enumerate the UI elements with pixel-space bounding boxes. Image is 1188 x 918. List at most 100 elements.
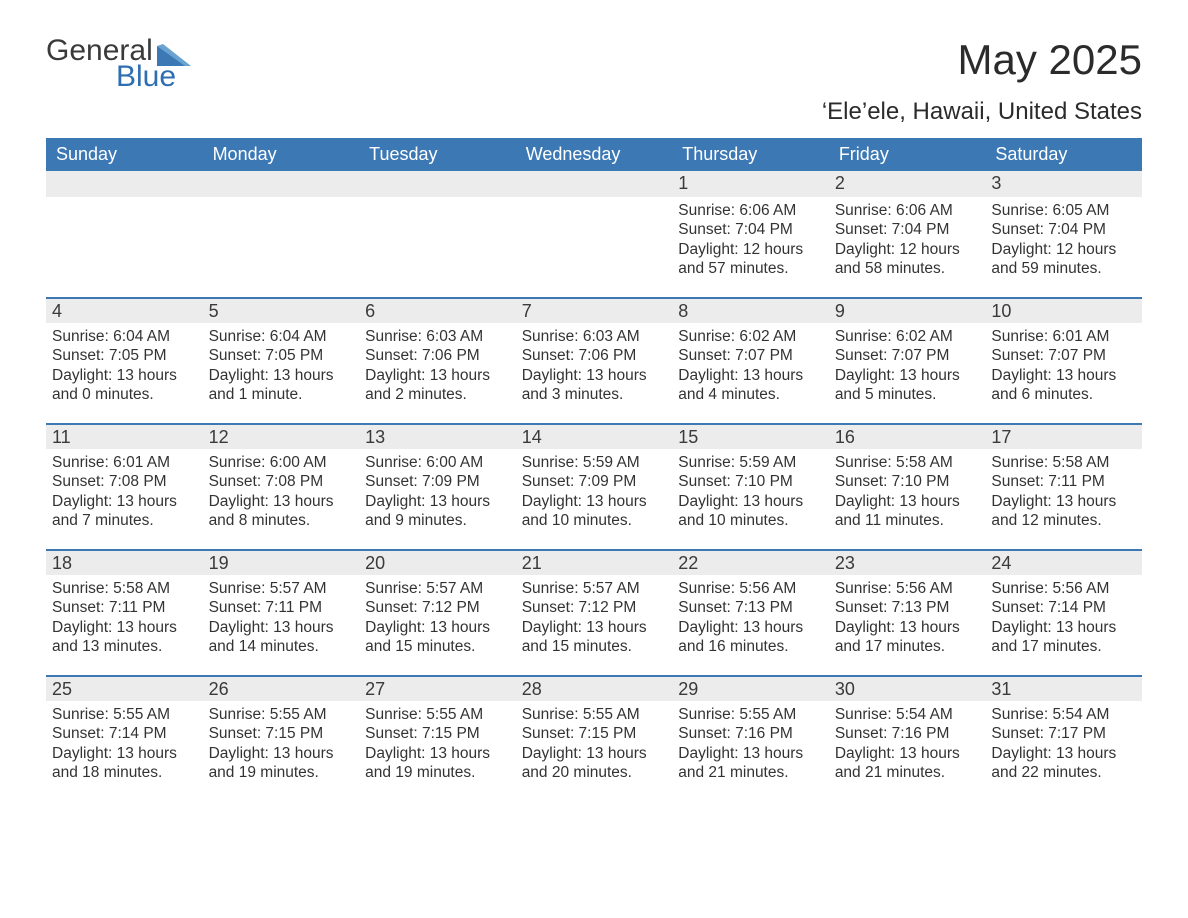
- calendar-week-row: 11Sunrise: 6:01 AMSunset: 7:08 PMDayligh…: [46, 423, 1142, 549]
- sunrise-label: Sunrise: 5:54 AM: [991, 705, 1136, 724]
- daylight2-label: and 11 minutes.: [835, 511, 980, 530]
- day-number: 12: [203, 423, 360, 449]
- sunset-label: Sunset: 7:07 PM: [991, 346, 1136, 365]
- sunset-label: Sunset: 7:07 PM: [835, 346, 980, 365]
- day-number: 6: [359, 297, 516, 323]
- day-number: 1: [672, 171, 829, 197]
- daylight2-label: and 7 minutes.: [52, 511, 197, 530]
- daylight2-label: and 1 minute.: [209, 385, 354, 404]
- calendar-cell: 30Sunrise: 5:54 AMSunset: 7:16 PMDayligh…: [829, 675, 986, 801]
- sunset-label: Sunset: 7:06 PM: [522, 346, 667, 365]
- daylight2-label: and 19 minutes.: [365, 763, 510, 782]
- daylight2-label: and 9 minutes.: [365, 511, 510, 530]
- daylight1-label: Daylight: 13 hours: [365, 618, 510, 637]
- daylight2-label: and 17 minutes.: [991, 637, 1136, 656]
- day-details: Sunrise: 5:58 AMSunset: 7:11 PMDaylight:…: [46, 575, 203, 657]
- day-details: Sunrise: 5:56 AMSunset: 7:14 PMDaylight:…: [985, 575, 1142, 657]
- calendar-cell: 24Sunrise: 5:56 AMSunset: 7:14 PMDayligh…: [985, 549, 1142, 675]
- day-details: Sunrise: 5:57 AMSunset: 7:12 PMDaylight:…: [359, 575, 516, 657]
- col-tuesday: Tuesday: [359, 138, 516, 171]
- calendar-cell: 7Sunrise: 6:03 AMSunset: 7:06 PMDaylight…: [516, 297, 673, 423]
- location-label: ‘Ele’ele, Hawaii, United States: [822, 98, 1142, 126]
- daylight1-label: Daylight: 13 hours: [522, 744, 667, 763]
- calendar-cell: 20Sunrise: 5:57 AMSunset: 7:12 PMDayligh…: [359, 549, 516, 675]
- daylight1-label: Daylight: 13 hours: [678, 366, 823, 385]
- daylight2-label: and 10 minutes.: [522, 511, 667, 530]
- sunset-label: Sunset: 7:13 PM: [678, 598, 823, 617]
- sunrise-label: Sunrise: 6:00 AM: [365, 453, 510, 472]
- sunset-label: Sunset: 7:08 PM: [209, 472, 354, 491]
- header: General Blue May 2025 ‘Ele’ele, Hawaii, …: [46, 36, 1142, 126]
- sunrise-label: Sunrise: 5:56 AM: [678, 579, 823, 598]
- daylight1-label: Daylight: 13 hours: [209, 366, 354, 385]
- day-number: 20: [359, 549, 516, 575]
- sunrise-label: Sunrise: 6:00 AM: [209, 453, 354, 472]
- daylight1-label: Daylight: 13 hours: [209, 744, 354, 763]
- calendar-cell: 1Sunrise: 6:06 AMSunset: 7:04 PMDaylight…: [672, 171, 829, 297]
- calendar-week-row: 25Sunrise: 5:55 AMSunset: 7:14 PMDayligh…: [46, 675, 1142, 801]
- day-details: Sunrise: 6:01 AMSunset: 7:07 PMDaylight:…: [985, 323, 1142, 405]
- daylight1-label: Daylight: 13 hours: [365, 744, 510, 763]
- day-details: Sunrise: 5:58 AMSunset: 7:10 PMDaylight:…: [829, 449, 986, 531]
- sunset-label: Sunset: 7:12 PM: [522, 598, 667, 617]
- day-number: 7: [516, 297, 673, 323]
- sunrise-label: Sunrise: 5:57 AM: [522, 579, 667, 598]
- sunrise-label: Sunrise: 6:06 AM: [835, 201, 980, 220]
- sunrise-label: Sunrise: 5:58 AM: [835, 453, 980, 472]
- calendar-cell: [516, 171, 673, 297]
- calendar-cell: 9Sunrise: 6:02 AMSunset: 7:07 PMDaylight…: [829, 297, 986, 423]
- col-sunday: Sunday: [46, 138, 203, 171]
- brand-name-part2: Blue: [116, 62, 191, 92]
- day-number: [359, 171, 516, 197]
- daylight2-label: and 2 minutes.: [365, 385, 510, 404]
- calendar-week-row: 1Sunrise: 6:06 AMSunset: 7:04 PMDaylight…: [46, 171, 1142, 297]
- sunrise-label: Sunrise: 6:04 AM: [209, 327, 354, 346]
- sunset-label: Sunset: 7:11 PM: [991, 472, 1136, 491]
- daylight2-label: and 6 minutes.: [991, 385, 1136, 404]
- sunset-label: Sunset: 7:11 PM: [52, 598, 197, 617]
- sunset-label: Sunset: 7:06 PM: [365, 346, 510, 365]
- daylight1-label: Daylight: 13 hours: [991, 744, 1136, 763]
- day-number: 27: [359, 675, 516, 701]
- calendar-cell: [203, 171, 360, 297]
- day-number: 5: [203, 297, 360, 323]
- sunrise-label: Sunrise: 5:57 AM: [209, 579, 354, 598]
- sunset-label: Sunset: 7:17 PM: [991, 724, 1136, 743]
- sunrise-label: Sunrise: 6:03 AM: [365, 327, 510, 346]
- daylight1-label: Daylight: 13 hours: [209, 492, 354, 511]
- sunrise-label: Sunrise: 6:03 AM: [522, 327, 667, 346]
- day-number: 17: [985, 423, 1142, 449]
- day-number: 30: [829, 675, 986, 701]
- day-details: Sunrise: 6:02 AMSunset: 7:07 PMDaylight:…: [672, 323, 829, 405]
- daylight2-label: and 4 minutes.: [678, 385, 823, 404]
- day-details: Sunrise: 5:57 AMSunset: 7:11 PMDaylight:…: [203, 575, 360, 657]
- day-number: [516, 171, 673, 197]
- sunrise-label: Sunrise: 6:01 AM: [991, 327, 1136, 346]
- daylight2-label: and 8 minutes.: [209, 511, 354, 530]
- day-number: 19: [203, 549, 360, 575]
- daylight1-label: Daylight: 13 hours: [678, 492, 823, 511]
- daylight1-label: Daylight: 12 hours: [678, 240, 823, 259]
- calendar-cell: 4Sunrise: 6:04 AMSunset: 7:05 PMDaylight…: [46, 297, 203, 423]
- daylight2-label: and 16 minutes.: [678, 637, 823, 656]
- day-details: Sunrise: 6:06 AMSunset: 7:04 PMDaylight:…: [829, 197, 986, 279]
- day-number: 11: [46, 423, 203, 449]
- daylight1-label: Daylight: 13 hours: [365, 492, 510, 511]
- day-details: Sunrise: 5:59 AMSunset: 7:09 PMDaylight:…: [516, 449, 673, 531]
- daylight1-label: Daylight: 13 hours: [835, 492, 980, 511]
- sunset-label: Sunset: 7:13 PM: [835, 598, 980, 617]
- calendar-cell: 10Sunrise: 6:01 AMSunset: 7:07 PMDayligh…: [985, 297, 1142, 423]
- calendar-cell: 31Sunrise: 5:54 AMSunset: 7:17 PMDayligh…: [985, 675, 1142, 801]
- day-details: Sunrise: 5:54 AMSunset: 7:17 PMDaylight:…: [985, 701, 1142, 783]
- day-number: [46, 171, 203, 197]
- day-details: Sunrise: 5:54 AMSunset: 7:16 PMDaylight:…: [829, 701, 986, 783]
- day-details: Sunrise: 5:55 AMSunset: 7:15 PMDaylight:…: [359, 701, 516, 783]
- sunset-label: Sunset: 7:12 PM: [365, 598, 510, 617]
- sunrise-label: Sunrise: 5:58 AM: [52, 579, 197, 598]
- sunrise-label: Sunrise: 5:58 AM: [991, 453, 1136, 472]
- sunrise-label: Sunrise: 5:57 AM: [365, 579, 510, 598]
- col-thursday: Thursday: [672, 138, 829, 171]
- daylight1-label: Daylight: 13 hours: [522, 492, 667, 511]
- day-details: Sunrise: 6:01 AMSunset: 7:08 PMDaylight:…: [46, 449, 203, 531]
- sunset-label: Sunset: 7:05 PM: [52, 346, 197, 365]
